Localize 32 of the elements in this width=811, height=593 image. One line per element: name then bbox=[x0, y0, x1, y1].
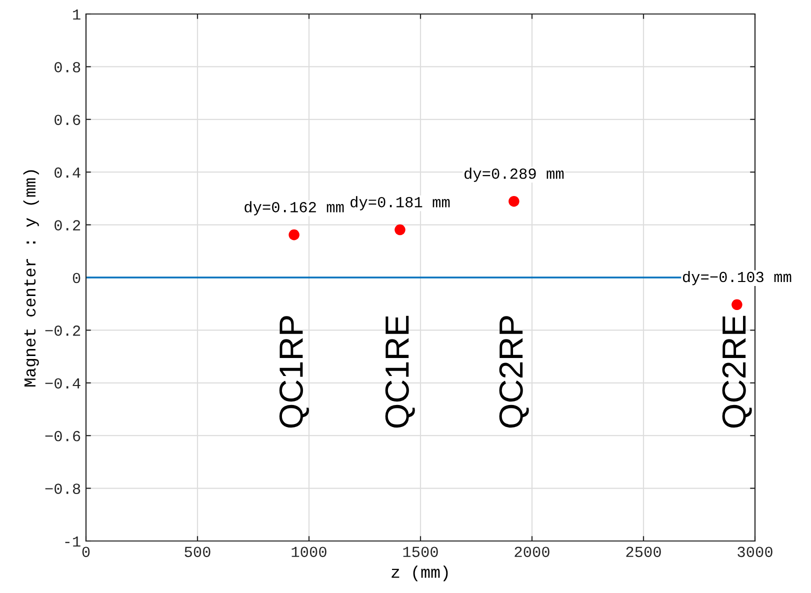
x-tick-label: 1000 bbox=[292, 546, 326, 558]
y-tick-label: 0.8 bbox=[54, 62, 80, 72]
point bbox=[288, 229, 300, 240]
x-tick-label: 500 bbox=[184, 546, 210, 558]
y-tick-label: −0.2 bbox=[45, 326, 80, 336]
y-tick-label: 0.4 bbox=[54, 167, 80, 178]
x-tick-label: 2500 bbox=[626, 546, 661, 558]
y-tick-label: −0.6 bbox=[45, 430, 80, 442]
y-tick-label: -1 bbox=[65, 536, 80, 547]
x-tick-label: 0 bbox=[82, 546, 90, 558]
y-axis-title: Magnet center : y (mm) bbox=[23, 170, 39, 386]
annotation: QC2RP bbox=[499, 316, 529, 428]
annotation: dy=−0.103 mm bbox=[682, 270, 792, 286]
y-tick-label: 0.2 bbox=[54, 220, 80, 230]
annotation: dy=0.289 mm bbox=[464, 168, 564, 182]
x-tick-label: 2000 bbox=[514, 546, 550, 558]
annotation: QC1RE bbox=[385, 316, 415, 428]
y-tick-label: −0.4 bbox=[45, 378, 80, 389]
y-tick-label: 0.6 bbox=[54, 114, 80, 126]
point bbox=[508, 196, 520, 207]
annotation: QC2RE bbox=[722, 316, 752, 428]
x-tick-label: 1500 bbox=[403, 546, 438, 558]
y-tick-label: −0.8 bbox=[45, 484, 80, 494]
annotation: dy=0.162 mm bbox=[244, 201, 344, 216]
annotation: dy=0.181 mm bbox=[350, 196, 450, 210]
point bbox=[394, 224, 406, 236]
x-axis-title: z (mm) bbox=[392, 566, 448, 582]
point bbox=[732, 299, 742, 310]
y-tick-label: 0 bbox=[72, 272, 80, 284]
y-tick-label: 1 bbox=[73, 9, 80, 20]
annotation: QC1RP bbox=[279, 316, 309, 428]
x-tick-label: 3000 bbox=[738, 546, 772, 558]
